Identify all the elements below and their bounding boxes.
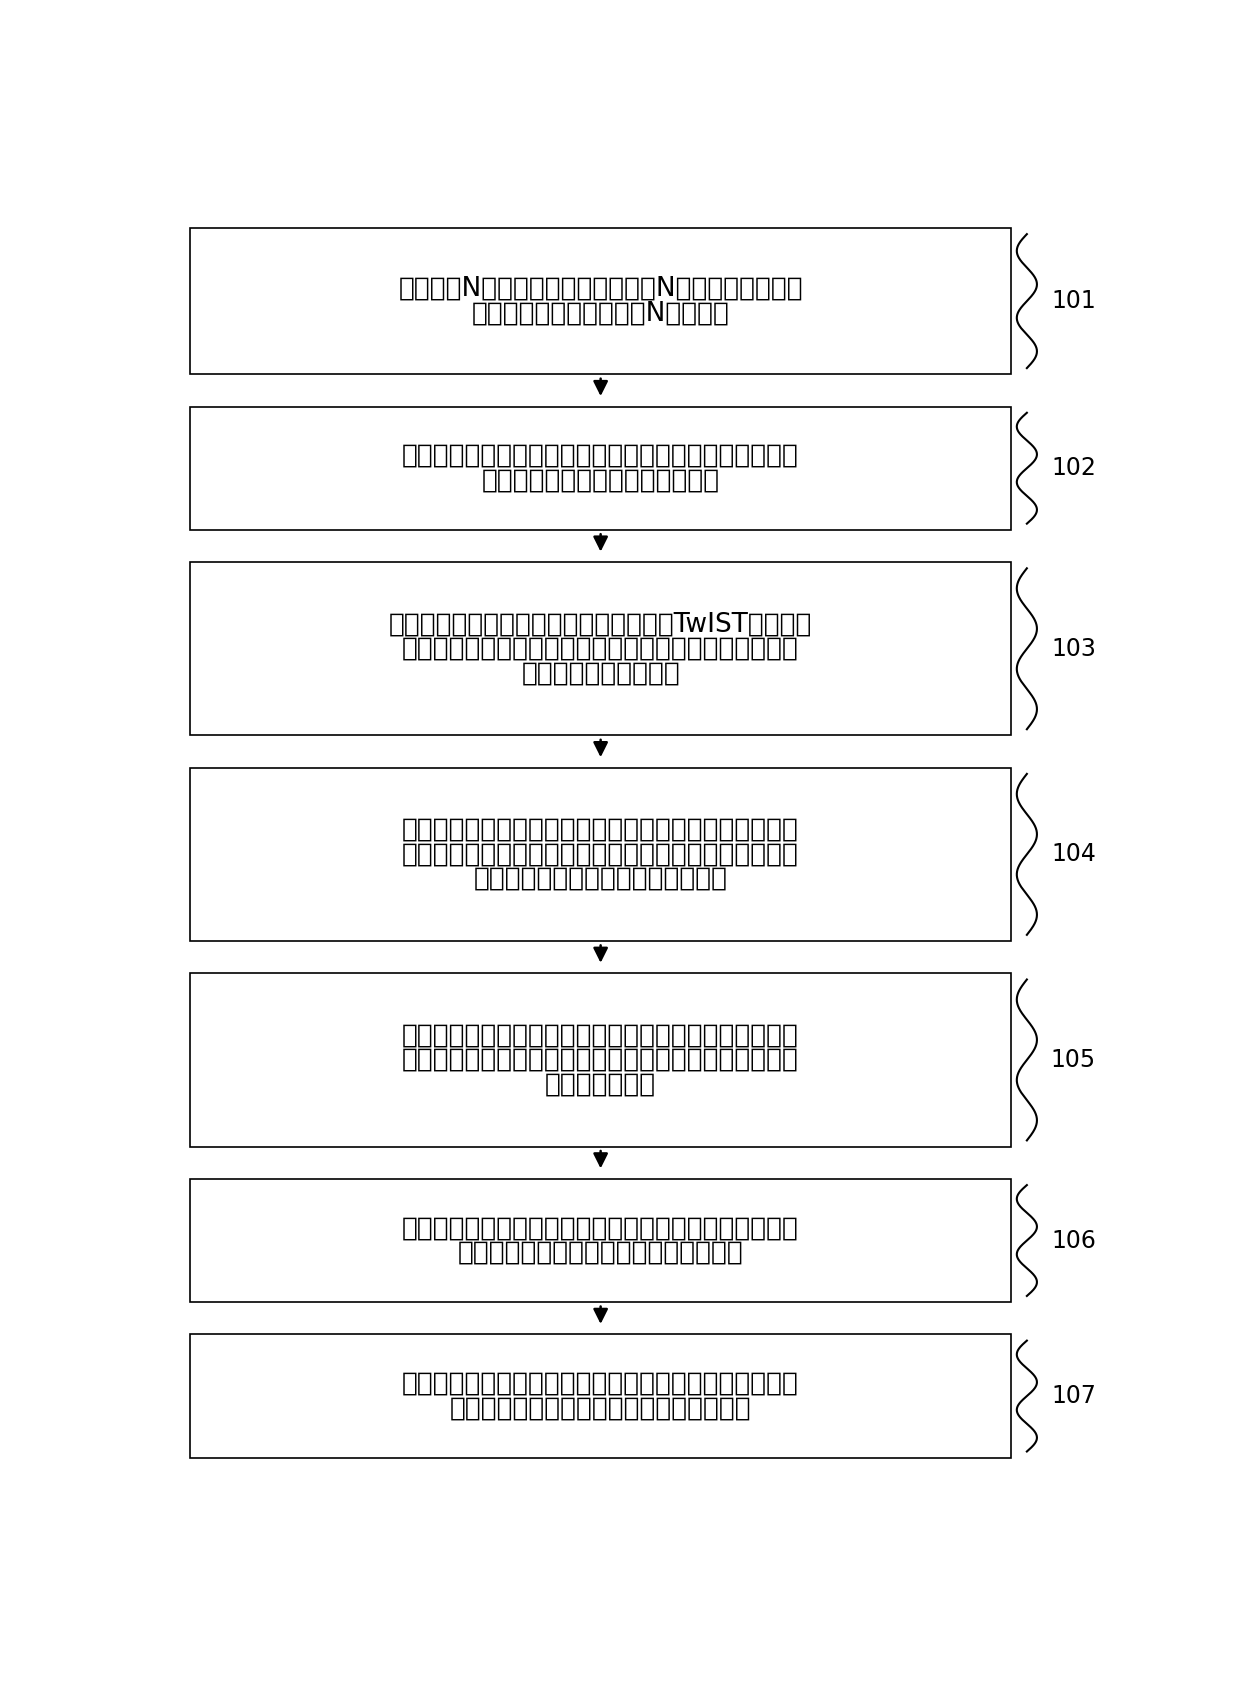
Text: 103: 103 [1052, 636, 1096, 660]
Text: 在每一次对正则化参数进行取值时，采用TwIST算法，求: 在每一次对正则化参数进行取值时，采用TwIST算法，求 [389, 611, 812, 636]
Text: 根据核矩阵，建立用于反演二维核磁共振谱的目标函数，: 根据核矩阵，建立用于反演二维核磁共振谱的目标函数， [402, 442, 799, 469]
Bar [190, 768, 1012, 940]
Bar [190, 562, 1012, 736]
Bar [190, 1335, 1012, 1458]
Text: 106: 106 [1052, 1229, 1096, 1252]
Text: 次的取值是一一对应的: 次的取值是一一对应的 [521, 660, 680, 687]
Text: 数，生成核矩阵，其中，N为正整数: 数，生成核矩阵，其中，N为正整数 [471, 300, 729, 326]
Bar [190, 228, 1012, 375]
Text: 其中，目标函数中包括正则化参数: 其中，目标函数中包括正则化参数 [481, 468, 719, 493]
Text: 确定与最优取值对应的目标函数的解，并根据与最优取值: 确定与最优取值对应的目标函数的解，并根据与最优取值 [402, 1371, 799, 1396]
Text: 对应的目标函数的解，生成二维核磁共振谱: 对应的目标函数的解，生成二维核磁共振谱 [450, 1396, 751, 1421]
Text: 104: 104 [1052, 842, 1096, 866]
Text: 并根据斜率，确定正则化参数的最优取值: 并根据斜率，确定正则化参数的最优取值 [458, 1241, 744, 1266]
Text: 取目标函数的解，其中，目标函数的解与正则化参数每一: 取目标函数的解，其中，目标函数的解与正则化参数每一 [402, 636, 799, 662]
Text: 对数的曲线关系: 对数的曲线关系 [546, 1072, 656, 1097]
Text: 根据每一个数据比值、以及正则化参数每一次的取值，建: 根据每一个数据比值、以及正则化参数每一次的取值，建 [402, 1023, 799, 1048]
Bar [190, 1178, 1012, 1301]
Text: 根据进行N次核磁共振测量时得到的N组核磁共振测量参: 根据进行N次核磁共振测量时得到的N组核磁共振测量参 [398, 275, 804, 302]
Text: 立曲线关系，曲线关系为数据比值的对数与正则化参数的: 立曲线关系，曲线关系为数据比值的对数与正则化参数的 [402, 1047, 799, 1074]
Bar [190, 974, 1012, 1146]
Text: 根据目标函数的每一个解，确定与每一个解对应的数据比: 根据目标函数的每一个解，确定与每一个解对应的数据比 [402, 817, 799, 842]
Text: 102: 102 [1052, 456, 1096, 479]
Text: 值，其中，数据比值为解所对应的残差与核磁共振测量得: 值，其中，数据比值为解所对应的残差与核磁共振测量得 [402, 841, 799, 868]
Text: 107: 107 [1052, 1384, 1096, 1408]
Text: 到的回波数据的噪声方差之间的比值: 到的回波数据的噪声方差之间的比值 [474, 866, 728, 891]
Text: 101: 101 [1052, 289, 1096, 312]
Text: 105: 105 [1050, 1048, 1096, 1072]
Text: 计算曲线关系中与正则化参数每一次的取值对应的斜率，: 计算曲线关系中与正则化参数每一次的取值对应的斜率， [402, 1215, 799, 1241]
Bar [190, 407, 1012, 530]
